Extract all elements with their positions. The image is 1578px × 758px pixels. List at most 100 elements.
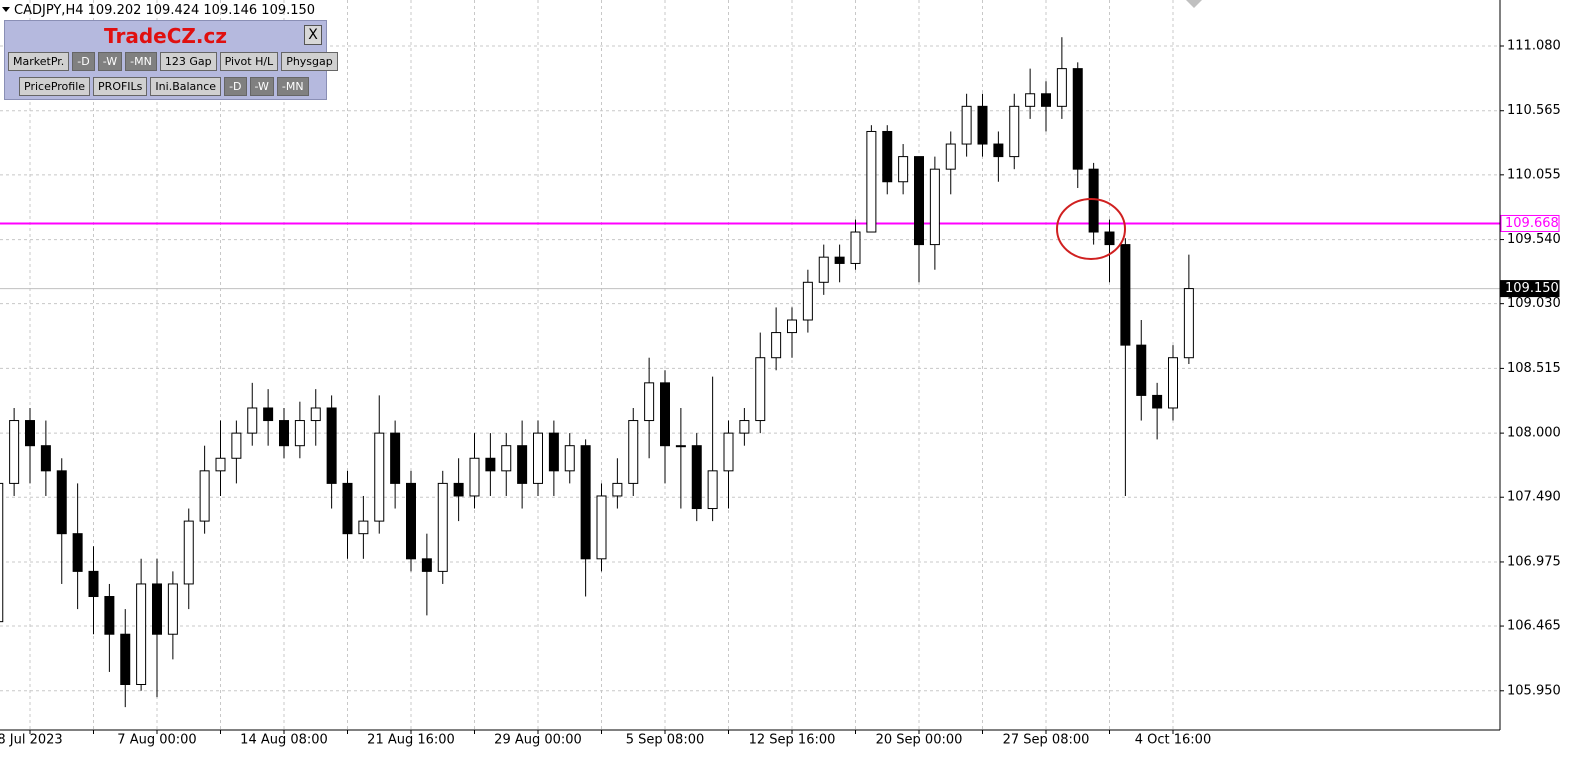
candle-body (707, 470, 718, 510)
candle-body (247, 407, 258, 434)
price-label-box (1500, 280, 1560, 298)
candle-body (834, 256, 845, 264)
candle-body (1120, 244, 1131, 346)
candle-body (993, 143, 1004, 158)
candle-body (1088, 168, 1099, 233)
toolbar-button[interactable]: PROFILs (93, 77, 148, 96)
candle-body (1152, 394, 1163, 409)
candle-body (310, 407, 321, 422)
toolbar-button[interactable]: MarketPr. (8, 52, 70, 71)
toolbar-button[interactable]: 123 Gap (159, 52, 217, 71)
candle-body (421, 558, 432, 572)
candle-body (580, 445, 591, 560)
toolbar-button[interactable]: -MN (276, 77, 309, 96)
candle-body (771, 332, 782, 359)
x-tick-label: 27 Sep 08:00 (1003, 733, 1090, 748)
y-tick-label: 105.950 (1507, 683, 1561, 698)
candle-body (914, 156, 924, 246)
candle-body (326, 407, 337, 484)
panel-title: TradeCZ.cz (104, 24, 227, 48)
candle-body (25, 420, 35, 447)
candle-body (660, 382, 670, 447)
button-row: MarketPr. -D -W -MN 123 Gap Pivot H/L Physgap (8, 52, 338, 71)
toolbar-button[interactable]: -D (224, 77, 247, 96)
candle-body (279, 420, 289, 447)
y-tick-label: 110.055 (1507, 167, 1561, 182)
candle-body (501, 445, 512, 472)
candle-body (342, 482, 353, 535)
y-tick-label: 108.000 (1507, 426, 1561, 441)
x-tick-label: 20 Sep 00:00 (876, 733, 963, 748)
candle-body (263, 407, 274, 422)
candle-body (1168, 357, 1178, 409)
candle-body (167, 583, 178, 635)
candle-body (961, 105, 972, 145)
candle-body (929, 168, 940, 246)
candle-body (1072, 68, 1083, 170)
candle-body (628, 420, 639, 484)
candle-body (802, 281, 813, 321)
candle-body (818, 256, 829, 283)
button-row: PriceProfile PROFILs Ini.Balance -D -W -MN (19, 77, 309, 96)
candle-body (691, 445, 702, 510)
candle-body (72, 533, 83, 572)
candle-body (199, 470, 210, 522)
toolbar-button[interactable]: -MN (125, 52, 157, 71)
candle-body (9, 420, 20, 484)
candle-body (533, 432, 543, 484)
toolbar-button[interactable]: Ini.Balance (150, 77, 222, 96)
candle-body (120, 633, 131, 686)
plot (0, 0, 1500, 730)
candle-body (469, 457, 480, 497)
candle-body (1056, 68, 1067, 107)
y-tick-label: 106.465 (1507, 619, 1561, 634)
candle-body (1009, 105, 1020, 158)
toolbar-button[interactable]: PriceProfile (19, 77, 91, 96)
y-tick-label: 106.975 (1507, 554, 1561, 569)
x-tick-label: 29 Aug 00:00 (494, 733, 582, 748)
candle-body (866, 130, 877, 233)
candle-body (517, 445, 528, 484)
toolbar-button[interactable]: Physgap (281, 52, 338, 71)
candle-body (882, 130, 893, 183)
candle-body (294, 420, 305, 447)
price-label: 109.150 (1505, 281, 1559, 296)
symbol-info: CADJPY,H4 109.202 109.424 109.146 109.15… (14, 3, 316, 18)
y-tick-label: 107.490 (1507, 490, 1561, 505)
candle-body (136, 583, 147, 686)
price-label-box (1500, 214, 1560, 232)
y-tick-label: 108.515 (1507, 361, 1561, 376)
candle-body (1041, 93, 1051, 107)
candle-body (152, 583, 162, 635)
toolbar-button[interactable]: -W (249, 77, 274, 96)
corner-arrow (2, 7, 10, 12)
candle-body (183, 520, 194, 585)
candle-body (612, 482, 623, 497)
candle-body (215, 457, 226, 472)
close-button[interactable]: X (304, 25, 322, 45)
x-tick-label: 7 Aug 00:00 (117, 733, 196, 748)
tool-panel: TradeCZ.cz X MarketPr. -D -W -MN 123 Gap Pivo… (4, 20, 338, 100)
toolbar-button[interactable]: -D (72, 52, 95, 71)
candle-body (56, 470, 67, 535)
x-tick-label: 12 Sep 16:00 (749, 733, 836, 748)
toolbar-button[interactable]: Pivot H/L (219, 52, 279, 71)
candle-body (104, 596, 115, 635)
candle-body (1025, 93, 1036, 107)
toolbar-button[interactable]: -W (97, 52, 123, 71)
candle-body (390, 432, 401, 484)
y-tick-label: 111.080 (1507, 39, 1561, 54)
marker (1186, 0, 1202, 8)
candle-body (675, 445, 686, 448)
candle-body (1104, 231, 1115, 246)
candle-body (977, 105, 988, 145)
candle-body (548, 432, 559, 472)
candle-body (723, 432, 734, 472)
candle-body (644, 382, 655, 422)
candle-body (564, 445, 575, 472)
x-tick-label: 21 Aug 16:00 (367, 733, 455, 748)
annotation-circle (1056, 198, 1126, 260)
candle-body (358, 520, 369, 535)
candle-body (88, 570, 99, 598)
